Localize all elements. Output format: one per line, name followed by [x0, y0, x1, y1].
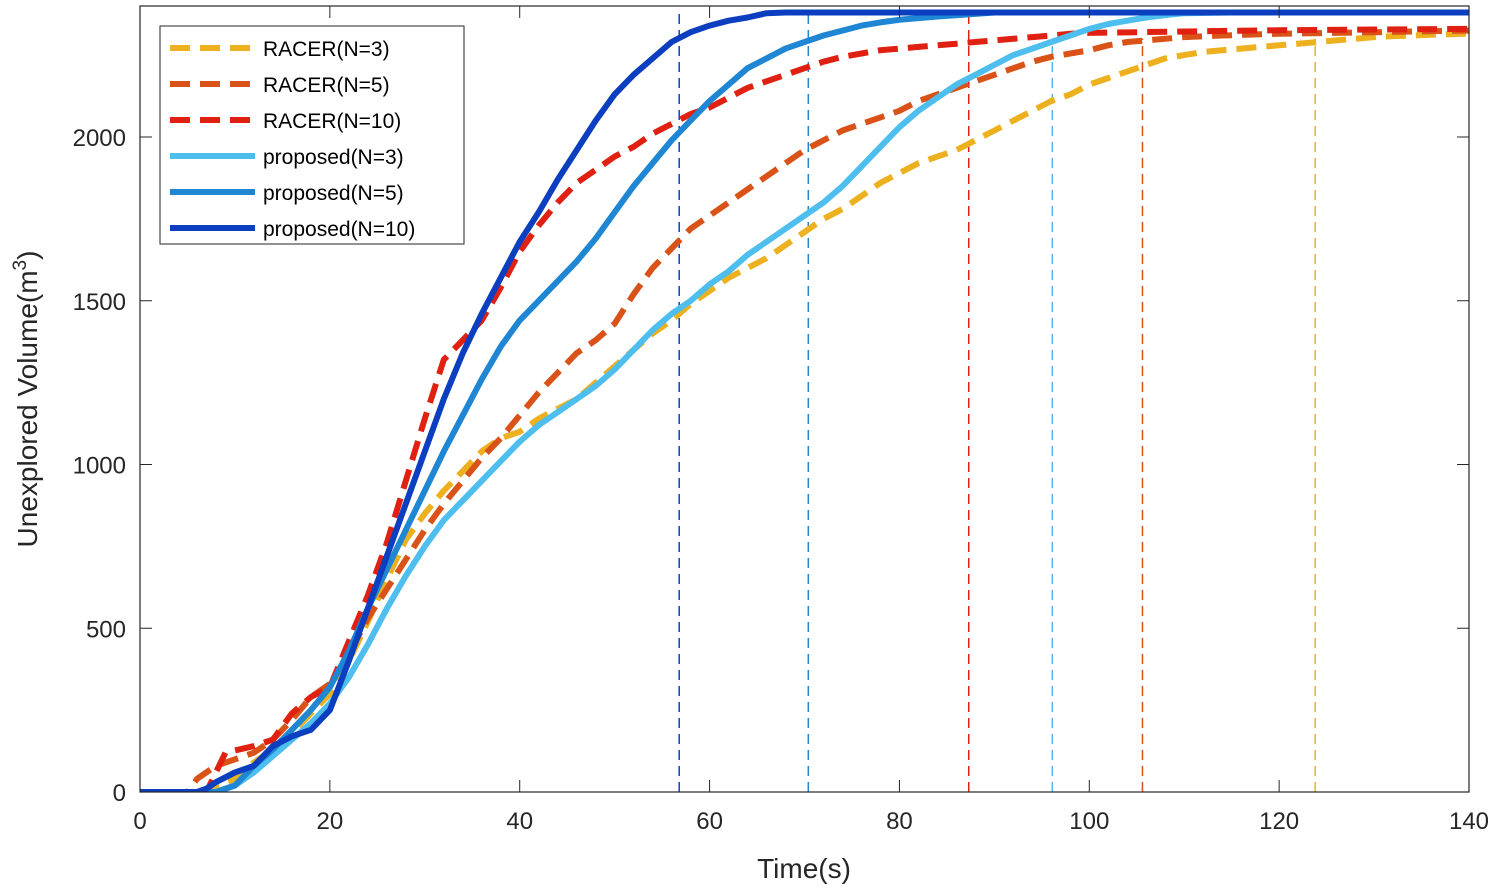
- x-tick-label: 40: [506, 808, 533, 835]
- y-axis-title-sup: 3: [10, 260, 31, 271]
- legend-box: [159, 25, 465, 245]
- x-axis-title: Time(s): [757, 853, 851, 884]
- series-proposed-n-3-: [140, 9, 1469, 792]
- y-tick-label: 1000: [73, 453, 126, 480]
- y-axis-title-close: ): [12, 251, 43, 260]
- y-tick-label: 500: [86, 616, 126, 643]
- series-racer-n-3-: [140, 30, 1469, 792]
- y-tick-label: 1500: [73, 289, 126, 316]
- legend-label: RACER(N=5): [263, 74, 390, 97]
- legend-label: proposed(N=5): [263, 182, 404, 205]
- legend-label: RACER(N=3): [263, 38, 390, 61]
- y-tick-label: 0: [113, 780, 126, 807]
- x-tick-label: 140: [1449, 808, 1489, 835]
- x-tick-label: 100: [1069, 808, 1109, 835]
- axis-ticks: 0 20 40 60 80 100 120 140 0 500 1000 1500 2000: [73, 6, 1489, 835]
- x-tick-label: 60: [696, 808, 723, 835]
- y-axis-title-base: Unexplored Volume(m: [12, 270, 43, 547]
- x-tick-label: 0: [133, 808, 146, 835]
- series-proposed-n-5-: [140, 9, 1469, 792]
- x-tick-label: 20: [317, 808, 344, 835]
- legend-label: proposed(N=10): [263, 218, 415, 241]
- x-tick-label: 120: [1259, 808, 1299, 835]
- plot-frame: [139, 5, 1470, 793]
- x-tick-label: 80: [886, 808, 913, 835]
- legend-label: RACER(N=10): [263, 110, 401, 133]
- y-axis-title: Unexplored Volume(m3): [10, 251, 43, 548]
- series-racer-n-10-: [140, 25, 1469, 792]
- y-tick-label: 2000: [73, 125, 126, 152]
- legend: RACER(N=3) RACER(N=5) RACER(N=10) proposed(…: [159, 25, 465, 245]
- series-lines: [140, 9, 1469, 792]
- series-proposed-n-10-: [140, 9, 1469, 792]
- legend-label: proposed(N=3): [263, 146, 404, 169]
